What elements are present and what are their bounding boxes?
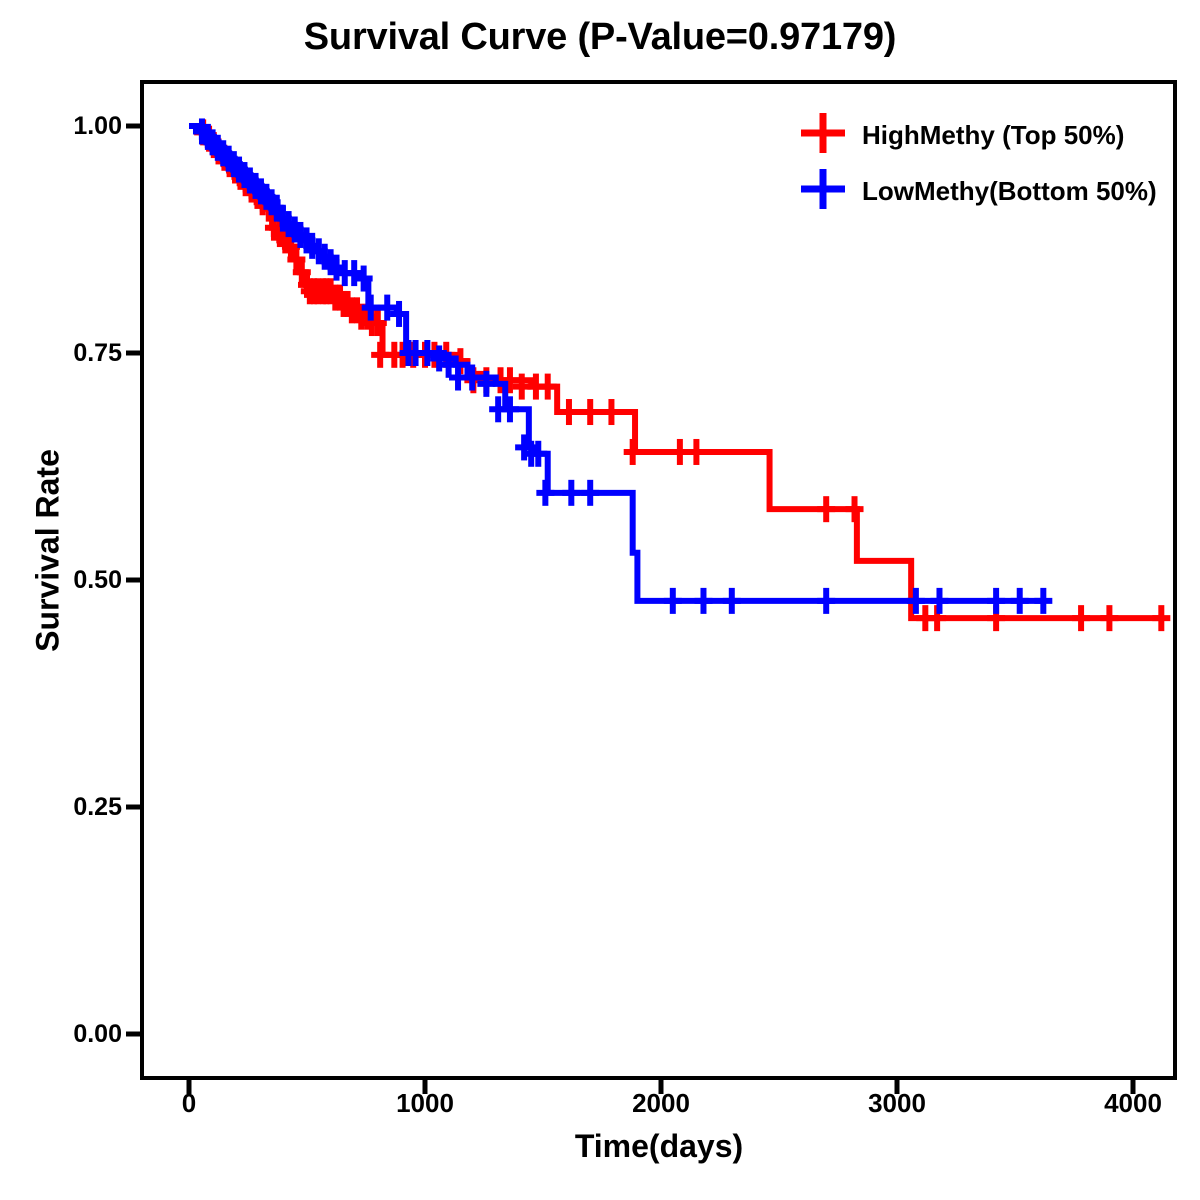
legend-label-highmethy: HighMethy (Top 50%): [862, 120, 1125, 150]
x-tick-label-0: 0: [181, 1088, 197, 1118]
y-axis-ticks: [126, 123, 142, 1037]
censor-marks: [192, 118, 1053, 614]
legend-label-lowmethy: LowMethy(Bottom 50%): [862, 176, 1157, 206]
step-line: [189, 123, 1044, 604]
series-layer: [189, 118, 1171, 632]
series-lowmethy: [189, 118, 1053, 614]
page-title: Survival Curve (P-Value=0.97179): [303, 16, 897, 58]
y-tick-label-0-25: 0.25: [73, 793, 122, 821]
y-tick-label-0-00: 0.00: [73, 1020, 122, 1048]
series-highmethy: [189, 119, 1171, 632]
step-line: [189, 123, 1162, 622]
censor-marks: [194, 119, 1171, 632]
x-axis-label: Time(days): [574, 1128, 744, 1164]
legend-markers: [801, 113, 845, 209]
y-tick-label-1-00: 1.00: [73, 112, 122, 140]
y-tick-label-0-50: 0.50: [73, 566, 122, 594]
x-axis-ticks: [186, 1078, 1136, 1094]
y-tick-label-0-75: 0.75: [73, 339, 122, 367]
